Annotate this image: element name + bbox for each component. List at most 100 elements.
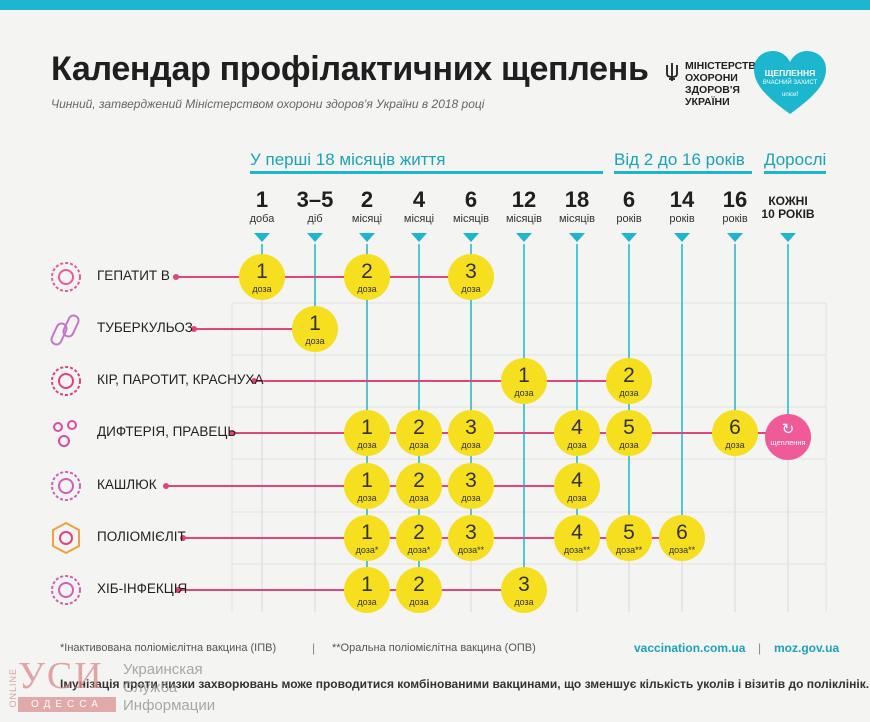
dose-word-text: доза	[357, 597, 377, 607]
watermark-line: Информации	[123, 697, 216, 714]
column-marker	[727, 233, 743, 242]
dose-word: доза	[554, 440, 600, 450]
measles-virus-icon	[48, 363, 84, 399]
dose-word-text: доза	[668, 545, 689, 555]
column-marker	[254, 233, 270, 242]
dose-number: 1	[309, 312, 321, 335]
dose-word: доза	[554, 493, 600, 503]
dose-word-text: доза	[615, 545, 636, 555]
badge-subtitle: ВЧАСНИЙ ЗАХИСТ	[762, 80, 818, 86]
dose-number: 3	[465, 469, 477, 492]
trident-icon	[666, 63, 678, 81]
column-unit: місяців	[558, 213, 596, 225]
column-marker	[307, 233, 323, 242]
footnote-ipv: *Інактивована поліомієлітна вакцина (ІПВ…	[60, 642, 277, 654]
link-vaccination[interactable]: vaccination.com.ua	[634, 641, 746, 655]
dose-word-text: доза	[619, 440, 639, 450]
dose-number: 1	[361, 416, 373, 439]
dose-circle: 5 доза	[606, 410, 652, 456]
ministry-logo[interactable]: МІНІСТЕРСТВО ОХОРОНИ ЗДОРОВ'Я УКРАЇНИ	[665, 60, 764, 108]
dose-word-text: доза	[409, 440, 429, 450]
dose-circle: 1 доза	[239, 254, 285, 300]
dose-number: 1	[361, 521, 373, 544]
link-moz[interactable]: moz.gov.ua	[774, 641, 840, 655]
dose-circle: 4 доза	[554, 463, 600, 509]
column-age: КОЖНІ	[768, 194, 808, 208]
page-title: Календар профілактичних щеплень	[51, 50, 649, 88]
column-age: 6	[622, 187, 636, 212]
links-separator: |	[758, 641, 762, 655]
dose-number: 3	[518, 573, 530, 596]
adult-booster-label: щеплення	[770, 438, 806, 447]
top-accent-bar	[0, 0, 870, 10]
dose-word: доза	[344, 440, 390, 450]
dose-circle: 2 доза*	[396, 515, 442, 561]
column-age: 6	[464, 187, 478, 212]
column-marker	[674, 233, 690, 242]
dose-circle: 1 доза	[344, 567, 390, 613]
footnote-opv: **Оральна поліомієлітна вакцина (ОПВ)	[332, 642, 536, 654]
dose-word: доза*	[344, 545, 390, 555]
dose-number: 5	[623, 416, 635, 439]
timeline-start-dot	[251, 378, 257, 384]
heart-badge-text: ЩЕПЛЕННЯ ВЧАСНИЙ ЗАХИСТ unicef	[752, 68, 828, 100]
dose-footnote-mark: *	[374, 545, 379, 555]
polio-virus-icon	[48, 520, 84, 556]
column-unit: місяців	[452, 213, 490, 225]
dose-word-text: доза	[567, 440, 587, 450]
ministry-line: ОХОРОНИ	[685, 72, 738, 84]
dose-word-text: доза	[357, 284, 377, 294]
dose-word: доза	[606, 440, 652, 450]
heart-badge-icon[interactable]	[752, 50, 828, 116]
column-unit: доба	[249, 213, 275, 225]
dose-word-text: доза	[514, 388, 534, 398]
pertussis-bacteria-icon	[48, 468, 84, 504]
watermark-online: ONLINE	[8, 668, 18, 708]
column-header: 16 років	[705, 187, 765, 225]
dose-circle: 6 доза**	[659, 515, 705, 561]
dose-circle: 1 доза	[344, 463, 390, 509]
dose-number: 2	[413, 416, 425, 439]
disease-label: ХІБ-ІНФЕКЦІЯ	[97, 581, 188, 596]
timeline-start-dot	[229, 430, 235, 436]
column-header: 1 доба	[232, 187, 292, 225]
dose-word: доза**	[606, 545, 652, 555]
dose-circle: 3 доза**	[448, 515, 494, 561]
disease-label: ТУБЕРКУЛЬОЗ	[97, 320, 193, 335]
section-adult-line	[764, 171, 826, 174]
column-marker	[569, 233, 585, 242]
ministry-line: МІНІСТЕРСТВО	[685, 60, 764, 72]
dose-word-text: доза	[409, 493, 429, 503]
dose-word: доза	[396, 493, 442, 503]
column-unit: років	[669, 213, 695, 225]
disease-label: КАШЛЮК	[97, 477, 157, 492]
timeline-start-dot	[173, 274, 179, 280]
dose-circle: 6 доза	[712, 410, 758, 456]
dose-footnote-mark: **	[477, 545, 485, 555]
page-subtitle: Чинний, затверджений Міністерством охоро…	[51, 97, 485, 111]
dose-word-text: доза	[461, 440, 481, 450]
dose-word: доза	[712, 440, 758, 450]
dose-word: доза**	[554, 545, 600, 555]
dose-circle: 2 доза	[344, 254, 390, 300]
dose-circle: 2 доза	[606, 358, 652, 404]
column-age: 1	[255, 187, 269, 212]
dose-number: 1	[361, 469, 373, 492]
column-header: 3–5 діб	[285, 187, 345, 225]
column-unit: діб	[307, 213, 323, 225]
dose-word: доза	[292, 336, 338, 346]
dose-number: 1	[361, 573, 373, 596]
repeat-icon: ↻	[781, 421, 795, 438]
badge-title: ЩЕПЛЕННЯ	[764, 68, 816, 78]
section-infant-line	[250, 171, 603, 174]
dose-number: 3	[465, 260, 477, 283]
dose-word-text: доза	[357, 440, 377, 450]
dose-word-text: доза	[252, 284, 272, 294]
column-marker	[780, 233, 796, 242]
dose-circle: 5 доза**	[606, 515, 652, 561]
dose-word-text: доза	[514, 597, 534, 607]
dose-number: 1	[256, 260, 268, 283]
dose-word-text: доза	[461, 493, 481, 503]
dose-footnote-mark: **	[635, 545, 643, 555]
